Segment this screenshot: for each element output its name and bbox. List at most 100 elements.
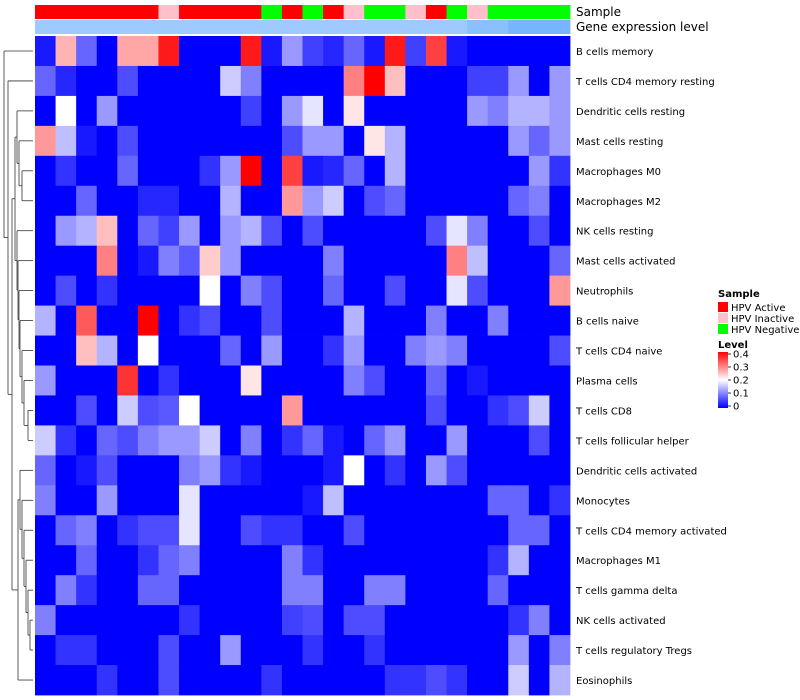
heatmap-cell — [158, 215, 180, 247]
heatmap-cell — [508, 365, 530, 396]
expression-track-cell — [343, 20, 365, 34]
heatmap-cell — [425, 245, 447, 277]
heatmap-cell — [508, 275, 530, 306]
heatmap-cell — [323, 215, 345, 247]
heatmap-cell — [549, 36, 571, 67]
heatmap-cell — [405, 185, 427, 217]
heatmap-cell — [281, 665, 303, 696]
heatmap-cell — [281, 335, 303, 366]
heatmap-cell — [302, 36, 324, 67]
heatmap-cell — [117, 305, 139, 336]
heatmap-cell — [96, 545, 118, 576]
heatmap-cell — [117, 395, 139, 426]
heatmap-cell — [446, 65, 468, 97]
heatmap-cell — [549, 185, 571, 217]
heatmap-cell — [261, 245, 283, 277]
heatmap-cell — [384, 36, 406, 67]
expression-track-cell — [179, 20, 201, 34]
heatmap-cell — [76, 125, 98, 157]
heatmap-cell — [425, 65, 447, 97]
row-label: Monocytes — [576, 496, 630, 507]
heatmap-cell — [240, 545, 262, 576]
heatmap-cell — [323, 95, 345, 127]
heatmap-cell — [323, 185, 345, 217]
heatmap-cell — [220, 545, 242, 576]
expression-annotation-track — [35, 20, 571, 34]
heatmap-cell — [55, 635, 77, 666]
heatmap-cell — [508, 425, 530, 456]
expression-track-cell — [487, 20, 509, 34]
heatmap-cell — [405, 455, 427, 486]
heatmap-cell — [281, 455, 303, 486]
expression-track-cell — [137, 20, 159, 34]
heatmap-cell — [467, 185, 489, 217]
heatmap-cell — [323, 485, 345, 516]
heatmap-cell — [117, 635, 139, 666]
heatmap-cell — [158, 485, 180, 516]
heatmap-cell — [405, 515, 427, 546]
heatmap-cell — [364, 275, 386, 306]
heatmap-cell — [55, 485, 77, 516]
heatmap-cell — [446, 545, 468, 576]
heatmap-cell — [35, 125, 56, 157]
heatmap-cell — [55, 605, 77, 636]
heatmap-cell — [261, 395, 283, 426]
heatmap-cell — [384, 665, 406, 696]
heatmap-cell — [240, 185, 262, 217]
heatmap-cell — [35, 635, 56, 666]
heatmap-cell — [425, 395, 447, 426]
heatmap-cell — [117, 335, 139, 366]
heatmap-cell — [96, 335, 118, 366]
colorbar-ticks: 0.4 0.3 0.2 0.1 0 — [728, 350, 749, 413]
heatmap-cell — [549, 125, 571, 157]
heatmap-cell — [158, 305, 180, 336]
sample-track-cell — [158, 5, 180, 19]
heatmap-cell — [55, 275, 77, 306]
heatmap-cell — [137, 36, 159, 67]
heatmap-cell — [467, 425, 489, 456]
sample-track-cell — [446, 5, 468, 19]
legend-swatch — [718, 324, 728, 334]
heatmap-cell — [425, 485, 447, 516]
heatmap-cell — [446, 245, 468, 277]
heatmap-cell — [261, 455, 283, 486]
heatmap-cell — [35, 245, 56, 277]
heatmap-cell — [158, 545, 180, 576]
heatmap-cell — [179, 605, 201, 636]
colorbar-tick-label: 0 — [733, 402, 739, 413]
sample-track-cell — [199, 5, 221, 19]
heatmap-cell — [240, 665, 262, 696]
heatmap-cell — [446, 155, 468, 187]
heatmap-cell — [446, 215, 468, 247]
heatmap-cell — [384, 575, 406, 606]
heatmap-cell — [179, 455, 201, 486]
heatmap-cell — [384, 485, 406, 516]
heatmap-cell — [323, 665, 345, 696]
heatmap-cell — [467, 125, 489, 157]
heatmap-cell — [179, 575, 201, 606]
heatmap-cell — [364, 425, 386, 456]
heatmap-cell — [96, 275, 118, 306]
heatmap-cell — [405, 665, 427, 696]
heatmap-cell — [96, 635, 118, 666]
heatmap-cell — [446, 485, 468, 516]
heatmap-cell — [405, 155, 427, 187]
sample-track-cell — [487, 5, 509, 19]
heatmap-cell — [158, 125, 180, 157]
expression-track-cell — [549, 20, 571, 34]
heatmap-cell — [323, 365, 345, 396]
heatmap-cell — [220, 185, 242, 217]
heatmap-cell — [302, 365, 324, 396]
heatmap-cell — [76, 665, 98, 696]
heatmap-cell — [508, 605, 530, 636]
row-label: B cells memory — [576, 47, 653, 58]
sample-track-cell — [35, 5, 56, 19]
heatmap-cell — [549, 155, 571, 187]
heatmap-cell — [384, 125, 406, 157]
heatmap-cell — [76, 245, 98, 277]
heatmap-cell — [384, 275, 406, 306]
heatmap-cell — [446, 665, 468, 696]
heatmap-cell — [199, 215, 221, 247]
heatmap-cell — [405, 125, 427, 157]
